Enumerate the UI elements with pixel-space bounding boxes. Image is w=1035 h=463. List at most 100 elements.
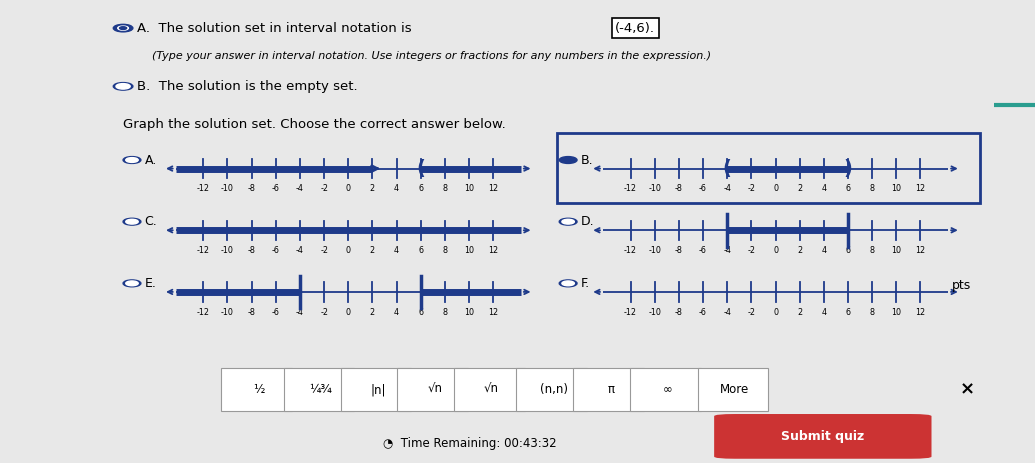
Text: 6: 6 (846, 246, 851, 255)
Text: 4: 4 (822, 184, 826, 194)
Text: ◔  Time Remaining: 00:43:32: ◔ Time Remaining: 00:43:32 (383, 438, 557, 450)
Text: Submit quiz: Submit quiz (781, 430, 864, 443)
Text: A.: A. (145, 154, 156, 167)
Text: 8: 8 (442, 184, 447, 194)
Text: -6: -6 (272, 246, 279, 255)
FancyBboxPatch shape (630, 368, 701, 411)
Text: 4: 4 (822, 246, 826, 255)
Text: 4: 4 (394, 184, 400, 194)
Text: 8: 8 (442, 246, 447, 255)
Text: 10: 10 (891, 184, 901, 194)
Text: -2: -2 (747, 246, 756, 255)
Text: 8: 8 (869, 246, 875, 255)
Text: -4: -4 (296, 308, 304, 317)
Text: -10: -10 (221, 308, 234, 317)
Text: 8: 8 (869, 184, 875, 194)
Text: -2: -2 (320, 308, 328, 317)
Text: C.: C. (145, 215, 157, 228)
Circle shape (113, 25, 132, 32)
Text: (: ( (416, 159, 425, 178)
Text: 12: 12 (915, 184, 925, 194)
Text: -6: -6 (699, 308, 707, 317)
Text: 10: 10 (464, 184, 474, 194)
Text: 2: 2 (369, 184, 375, 194)
Circle shape (123, 156, 141, 163)
Text: -4: -4 (723, 308, 731, 317)
Text: 4: 4 (394, 308, 400, 317)
Circle shape (123, 280, 141, 287)
Text: ∞: ∞ (662, 383, 673, 396)
Text: 0: 0 (773, 308, 778, 317)
Text: -8: -8 (675, 308, 683, 317)
Text: -2: -2 (320, 246, 328, 255)
Text: -6: -6 (272, 184, 279, 194)
FancyBboxPatch shape (397, 368, 468, 411)
Text: F.: F. (581, 277, 590, 290)
Circle shape (559, 156, 578, 163)
Text: 2: 2 (369, 308, 375, 317)
Text: -8: -8 (675, 184, 683, 194)
FancyBboxPatch shape (573, 368, 644, 411)
FancyBboxPatch shape (341, 368, 411, 411)
Circle shape (562, 281, 574, 286)
Text: 8: 8 (442, 308, 447, 317)
Text: -4: -4 (723, 184, 731, 194)
FancyBboxPatch shape (284, 368, 354, 411)
Text: 12: 12 (489, 246, 498, 255)
Text: ¼¾: ¼¾ (309, 383, 332, 396)
Text: 6: 6 (846, 308, 851, 317)
Text: More: More (720, 383, 749, 396)
Text: -4: -4 (723, 246, 731, 255)
Text: -8: -8 (247, 246, 256, 255)
Text: 12: 12 (489, 184, 498, 194)
Text: π: π (608, 383, 614, 396)
Text: 0: 0 (773, 184, 778, 194)
Text: 2: 2 (797, 246, 802, 255)
Text: 6: 6 (418, 308, 423, 317)
Text: 8: 8 (869, 308, 875, 317)
Text: -8: -8 (675, 246, 683, 255)
Text: -12: -12 (624, 246, 638, 255)
Circle shape (126, 281, 139, 286)
FancyBboxPatch shape (714, 414, 932, 459)
Circle shape (564, 159, 571, 162)
Text: 0: 0 (773, 246, 778, 255)
FancyBboxPatch shape (221, 368, 292, 411)
Text: -12: -12 (624, 308, 638, 317)
Text: √n: √n (427, 383, 442, 396)
Text: E.: E. (145, 277, 156, 290)
Text: 4: 4 (394, 246, 400, 255)
Text: A.  The solution set in interval notation is: A. The solution set in interval notation… (138, 22, 416, 35)
Text: -10: -10 (648, 308, 661, 317)
Circle shape (113, 82, 132, 90)
Circle shape (559, 218, 578, 225)
Text: -10: -10 (648, 184, 661, 194)
Text: D.: D. (581, 215, 594, 228)
Text: 10: 10 (891, 308, 901, 317)
Text: B.  The solution is the empty set.: B. The solution is the empty set. (138, 80, 358, 93)
Text: -2: -2 (320, 184, 328, 194)
Text: -8: -8 (247, 308, 256, 317)
Text: 0: 0 (346, 246, 351, 255)
Text: 0: 0 (346, 308, 351, 317)
Text: -10: -10 (648, 246, 661, 255)
Text: 2: 2 (797, 308, 802, 317)
Text: -6: -6 (272, 308, 279, 317)
Text: -12: -12 (197, 246, 210, 255)
Text: (-4,6).: (-4,6). (615, 22, 655, 35)
Circle shape (559, 280, 578, 287)
Text: -6: -6 (699, 246, 707, 255)
Text: (Type your answer in interval notation. Use integers or fractions for any number: (Type your answer in interval notation. … (152, 50, 712, 61)
Text: pts: pts (952, 279, 971, 292)
Text: -4: -4 (296, 246, 304, 255)
Circle shape (119, 27, 126, 30)
Circle shape (126, 157, 139, 163)
Text: -2: -2 (747, 184, 756, 194)
Text: 10: 10 (464, 246, 474, 255)
Text: 2: 2 (369, 246, 375, 255)
Text: 0: 0 (346, 184, 351, 194)
Circle shape (123, 218, 141, 225)
Circle shape (562, 219, 574, 224)
FancyBboxPatch shape (698, 368, 768, 411)
Text: 12: 12 (915, 246, 925, 255)
